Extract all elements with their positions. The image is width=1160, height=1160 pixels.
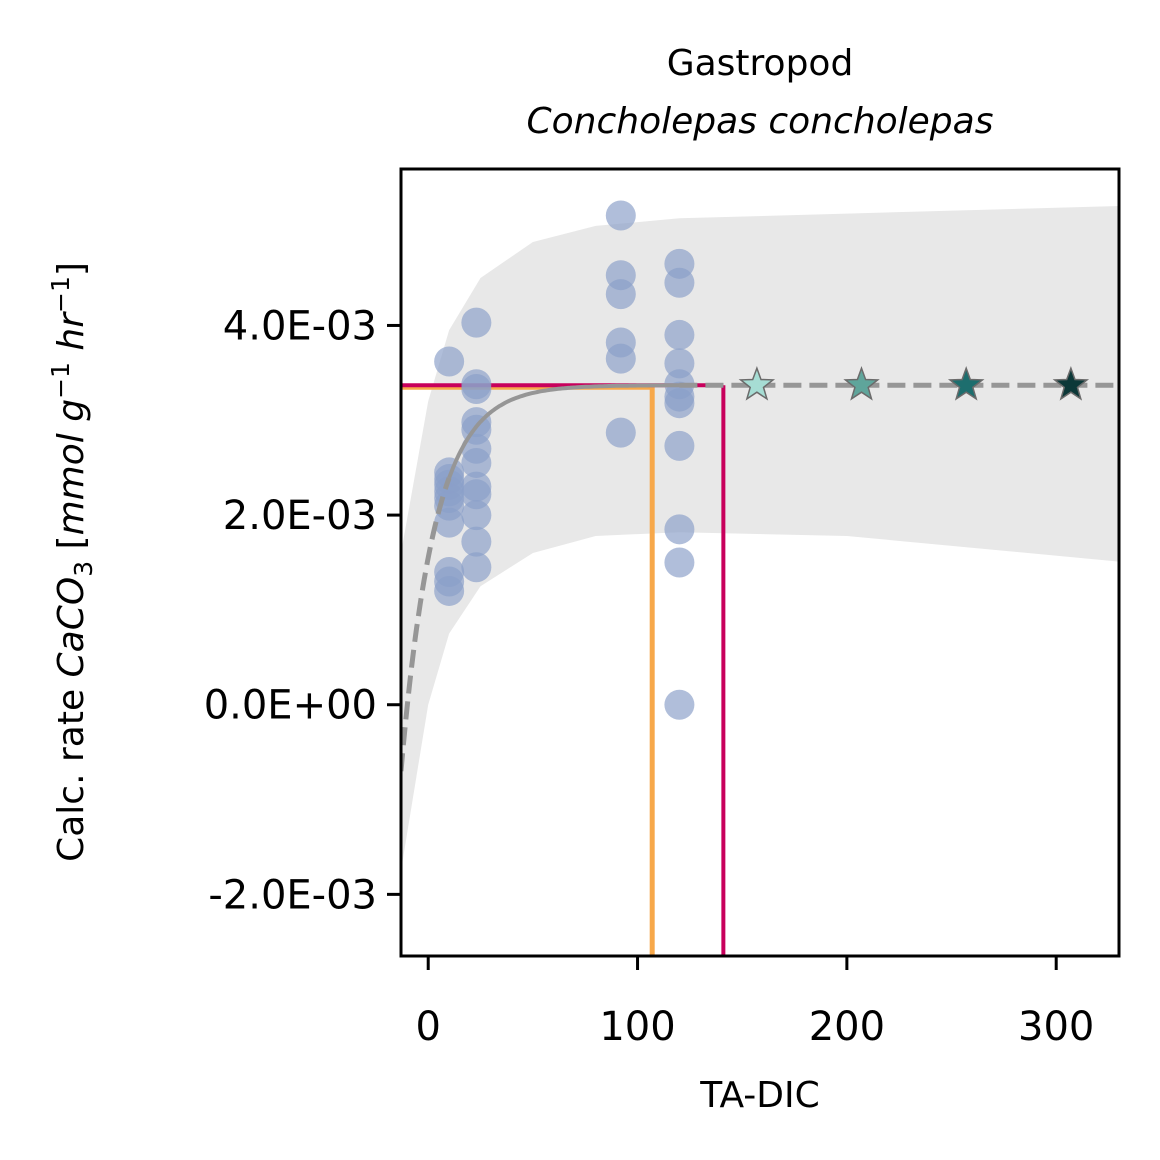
y-axis-title-g-exponent: −1 xyxy=(46,362,75,399)
y-axis-title-species: CaCO xyxy=(51,577,92,678)
chart-title: Gastropod xyxy=(667,43,854,84)
prediction-star-3 xyxy=(1052,366,1090,401)
prediction-stars xyxy=(738,366,1090,401)
observation-point-19 xyxy=(461,479,492,510)
observation-point-30 xyxy=(664,267,695,298)
observation-points xyxy=(434,200,695,720)
prediction-star-2 xyxy=(947,366,985,401)
y-axis-title-hr-exponent: −1 xyxy=(46,276,75,313)
y-tick-label: 4.0E-03 xyxy=(223,303,377,349)
observation-point-13 xyxy=(461,373,492,404)
observation-point-21 xyxy=(461,526,492,557)
y-axis-title-unit-hr: hr xyxy=(51,311,92,362)
observation-point-0 xyxy=(434,346,465,377)
observation-point-31 xyxy=(664,319,695,350)
observation-point-38 xyxy=(664,547,695,578)
plot-frame xyxy=(399,167,1121,958)
x-axis-title: TA-DIC xyxy=(699,1075,820,1116)
confidence-band xyxy=(401,206,1119,871)
y-tick-label: 0.0E+00 xyxy=(204,683,377,729)
x-tick-label: 200 xyxy=(809,1004,885,1050)
x-tick-label: 300 xyxy=(1018,1004,1094,1050)
observation-point-36 xyxy=(664,430,695,461)
observation-point-28 xyxy=(605,417,636,448)
observation-point-17 xyxy=(461,447,492,478)
observation-point-7 xyxy=(434,507,465,538)
observation-point-20 xyxy=(461,500,492,531)
observation-point-27 xyxy=(605,343,636,374)
y-axis-title-subscript: 3 xyxy=(69,561,98,577)
observation-point-35 xyxy=(664,388,695,419)
y-axis-title-unit-open: [ xyxy=(51,535,92,561)
observation-point-10 xyxy=(434,575,465,606)
y-axis-title-unit-mmol: mmol g xyxy=(51,399,92,535)
observation-point-25 xyxy=(605,279,636,310)
x-tick-label: 100 xyxy=(599,1004,675,1050)
x-tick-label: 0 xyxy=(415,1004,440,1050)
y-axis-title-unit-close: ] xyxy=(51,262,92,276)
chart-subtitle: Concholepas concholepas xyxy=(527,101,994,142)
plot-layer xyxy=(401,200,1119,956)
y-tick-label: -2.0E-03 xyxy=(208,872,377,918)
observation-point-39 xyxy=(664,689,695,720)
y-axis-title-prefix: Calc. rate xyxy=(51,677,92,861)
observation-point-37 xyxy=(664,514,695,545)
fit-line xyxy=(447,383,680,479)
observation-point-32 xyxy=(664,348,695,379)
x-axis: 0 100 200 300 xyxy=(415,956,1094,1050)
y-axis-title: Calc. rate CaCO3 [mmol g−1 hr−1] xyxy=(46,262,98,862)
prediction-star-0 xyxy=(738,366,776,401)
prediction-star-1 xyxy=(843,366,880,401)
y-axis: -2.0E-03 0.0E+00 2.0E-03 4.0E-03 xyxy=(204,303,401,918)
y-tick-label: 2.0E-03 xyxy=(223,493,377,539)
observation-point-11 xyxy=(461,307,492,338)
observation-point-23 xyxy=(605,200,636,231)
fit-line-extrapolated-left xyxy=(401,477,452,772)
observation-point-22 xyxy=(461,552,492,583)
